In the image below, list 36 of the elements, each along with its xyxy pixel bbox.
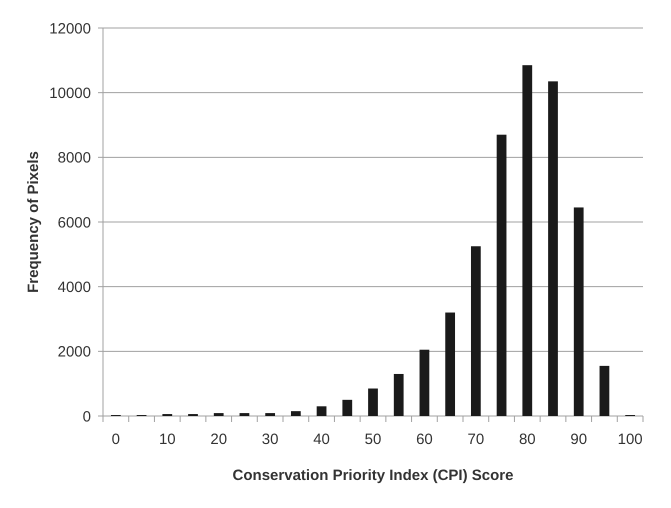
y-tick-label: 6000 — [58, 214, 91, 232]
bar — [496, 134, 506, 416]
bar — [342, 400, 352, 416]
y-tick-label: 8000 — [58, 150, 91, 167]
y-tick-label: 0 — [82, 408, 91, 426]
x-tick-label: 80 — [518, 431, 536, 448]
x-tick-label: 20 — [210, 431, 228, 448]
bar — [470, 246, 481, 416]
bar — [445, 312, 456, 416]
y-tick-label: 12000 — [49, 20, 91, 38]
x-tick-label: 40 — [313, 431, 330, 448]
x-axis-title: Conservation Priority Index (CPI) Score — [232, 467, 514, 484]
x-tick-label: 30 — [262, 431, 278, 448]
bar — [368, 388, 378, 416]
x-tick-label: 100 — [618, 431, 643, 448]
x-tick-label: 70 — [468, 431, 484, 448]
x-tick-label: 10 — [158, 431, 176, 448]
x-tick-label: 60 — [416, 431, 433, 448]
bar — [265, 413, 276, 416]
x-tick-label: 90 — [570, 431, 588, 448]
bar — [316, 406, 326, 416]
y-tick-label: 2000 — [58, 344, 91, 361]
bar — [522, 65, 532, 416]
x-tick-label: 50 — [364, 431, 382, 448]
bar — [214, 413, 224, 416]
x-tick-label: 0 — [112, 431, 120, 448]
bar — [548, 81, 558, 416]
bar — [290, 411, 301, 416]
y-axis-title: Frequency of Pixels — [25, 151, 42, 293]
y-tick-label: 10000 — [49, 84, 91, 102]
bar — [394, 374, 404, 416]
bar — [600, 366, 610, 416]
bar — [420, 350, 430, 416]
y-tick-label: 4000 — [58, 278, 91, 296]
bar — [240, 413, 250, 416]
bar — [574, 207, 584, 416]
